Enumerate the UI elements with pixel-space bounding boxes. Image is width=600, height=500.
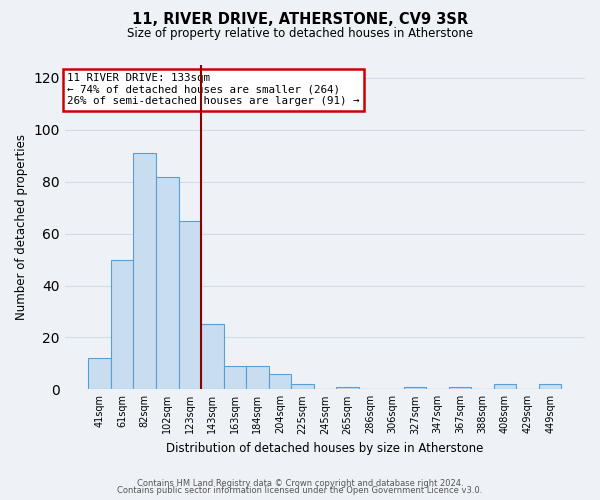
Bar: [336, 386, 359, 390]
X-axis label: Distribution of detached houses by size in Atherstone: Distribution of detached houses by size …: [166, 442, 484, 455]
Text: Size of property relative to detached houses in Atherstone: Size of property relative to detached ho…: [127, 28, 473, 40]
Text: Contains public sector information licensed under the Open Government Licence v3: Contains public sector information licen…: [118, 486, 482, 495]
Bar: [156, 176, 179, 390]
Bar: [179, 220, 201, 390]
Bar: [133, 153, 156, 390]
Bar: [111, 260, 133, 390]
Text: 11, RIVER DRIVE, ATHERSTONE, CV9 3SR: 11, RIVER DRIVE, ATHERSTONE, CV9 3SR: [132, 12, 468, 28]
Bar: [449, 386, 471, 390]
Bar: [291, 384, 314, 390]
Bar: [201, 324, 224, 390]
Text: Contains HM Land Registry data © Crown copyright and database right 2024.: Contains HM Land Registry data © Crown c…: [137, 478, 463, 488]
Bar: [88, 358, 111, 390]
Bar: [494, 384, 517, 390]
Bar: [539, 384, 562, 390]
Bar: [224, 366, 246, 390]
Y-axis label: Number of detached properties: Number of detached properties: [15, 134, 28, 320]
Text: 11 RIVER DRIVE: 133sqm
← 74% of detached houses are smaller (264)
26% of semi-de: 11 RIVER DRIVE: 133sqm ← 74% of detached…: [67, 73, 360, 106]
Bar: [246, 366, 269, 390]
Bar: [404, 386, 426, 390]
Bar: [269, 374, 291, 390]
